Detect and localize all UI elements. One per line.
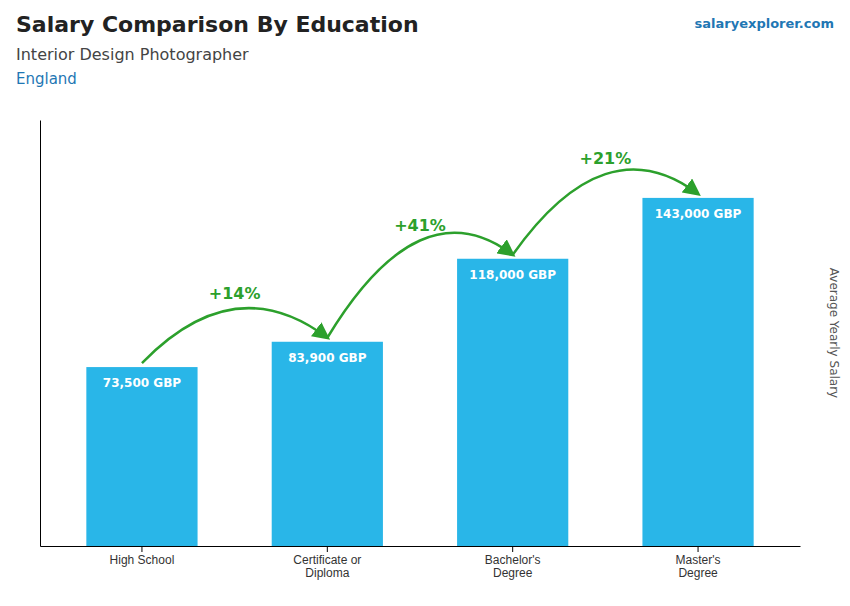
x-tick-label: Certificate orDiploma [293,553,361,581]
change-label: +41% [394,216,446,235]
data-label: 143,000 GBP [655,207,742,221]
data-label: 118,000 GBP [469,268,556,282]
x-axis: High School Certificate orDiploma Bachelor… [41,546,801,580]
x-tick-label: Master'sDegree [676,553,721,581]
chart-svg: Salary Comparison By Education Interior D… [0,0,850,606]
bar [457,259,568,546]
y-axis [40,121,41,547]
change-arrow [513,170,698,255]
x-tick-label-line: High School [110,553,175,567]
data-label: 73,500 GBP [103,376,181,390]
x-tick-mark [512,546,513,552]
bar [272,342,383,546]
bar [86,367,197,546]
x-tick-label-line: Certificate or [293,553,361,567]
x-axis-line [41,546,801,547]
x-tick: High School [110,546,175,567]
x-tick-label-line: Degree [678,566,718,580]
x-tick: Master'sDegree [676,546,721,580]
y-axis-title: Average Yearly Salary [827,268,841,398]
x-tick: Certificate orDiploma [293,546,361,580]
location: England [16,70,77,88]
x-tick-label-line: Bachelor's [485,553,541,567]
change-label: +21% [580,149,632,168]
change-arrow [142,308,327,363]
change-label: +14% [209,284,261,303]
change-arrow [327,233,512,338]
data-labels: 73,500 GBP 83,900 GBP 118,000 GBP 143,000 G… [103,207,742,390]
x-tick-label-line: Degree [493,566,533,580]
title: Salary Comparison By Education [16,12,419,37]
data-label: 83,900 GBP [288,351,366,365]
brand: salaryexplorer.com [695,16,834,31]
x-tick-mark [141,546,142,552]
y-axis-line [40,121,41,547]
bars [86,198,753,546]
x-tick-label-line: Diploma [305,566,349,580]
bar [642,198,753,546]
annotations: +14% +41% +21% [142,149,698,363]
x-tick-label-line: Master's [676,553,721,567]
x-tick-mark [698,546,699,552]
subtitle: Interior Design Photographer [16,45,249,64]
x-tick-mark [327,546,328,552]
x-tick-label: Bachelor'sDegree [485,553,541,581]
chart-container: Salary Comparison By Education Interior D… [0,0,850,606]
plot-area: High School Certificate orDiploma Bachelor… [41,121,801,581]
x-tick-label: High School [110,553,175,567]
x-tick: Bachelor'sDegree [485,546,541,580]
